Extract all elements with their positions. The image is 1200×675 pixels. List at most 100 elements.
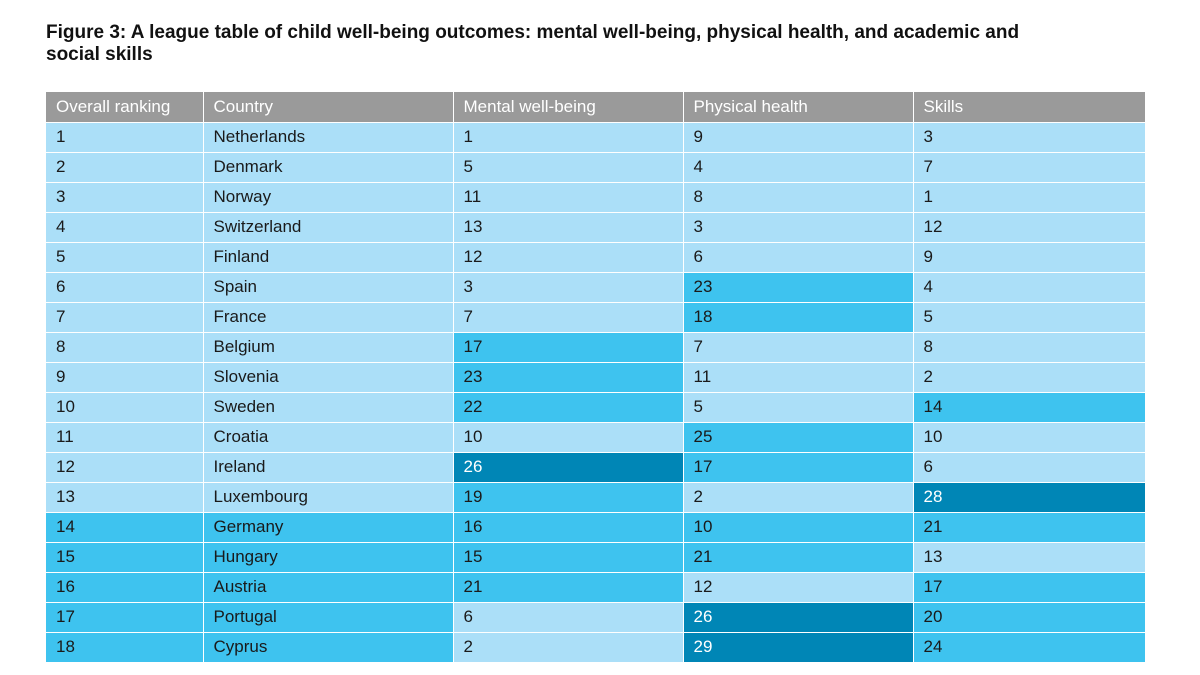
cell-mental-well-being: 17 bbox=[453, 332, 684, 363]
cell-mental-well-being: 1 bbox=[453, 122, 684, 153]
table-row: 14 Germany 16 10 21 bbox=[46, 512, 1146, 543]
figure-title: Figure 3: A league table of child well-b… bbox=[46, 22, 1020, 65]
cell-overall-ranking: 6 bbox=[46, 272, 204, 303]
cell-physical-health: 18 bbox=[683, 302, 914, 333]
cell-skills: 14 bbox=[913, 392, 1146, 423]
cell-physical-health: 2 bbox=[683, 482, 914, 513]
cell-physical-health: 21 bbox=[683, 542, 914, 573]
table-row: 12 Ireland 26 17 6 bbox=[46, 452, 1146, 483]
cell-skills: 8 bbox=[913, 332, 1146, 363]
cell-mental-well-being: 2 bbox=[453, 632, 684, 663]
cell-physical-health: 11 bbox=[683, 362, 914, 393]
cell-overall-ranking: 18 bbox=[46, 632, 204, 663]
cell-physical-health: 23 bbox=[683, 272, 914, 303]
cell-skills: 1 bbox=[913, 182, 1146, 213]
cell-mental-well-being: 7 bbox=[453, 302, 684, 333]
table-row: 7 France 7 18 5 bbox=[46, 302, 1146, 333]
cell-mental-well-being: 22 bbox=[453, 392, 684, 423]
cell-skills: 5 bbox=[913, 302, 1146, 333]
cell-skills: 24 bbox=[913, 632, 1146, 663]
league-table: Overall ranking Country Mental well-bein… bbox=[46, 92, 1146, 663]
cell-physical-health: 12 bbox=[683, 572, 914, 603]
cell-country: France bbox=[203, 302, 454, 333]
cell-country: Slovenia bbox=[203, 362, 454, 393]
cell-country: Luxembourg bbox=[203, 482, 454, 513]
cell-overall-ranking: 3 bbox=[46, 182, 204, 213]
table-row: 11 Croatia 10 25 10 bbox=[46, 422, 1146, 453]
column-header-country: Country bbox=[203, 92, 454, 123]
column-header-overall-ranking: Overall ranking bbox=[46, 92, 204, 123]
cell-overall-ranking: 11 bbox=[46, 422, 204, 453]
cell-physical-health: 25 bbox=[683, 422, 914, 453]
table-row: 18 Cyprus 2 29 24 bbox=[46, 632, 1146, 663]
table-row: 3 Norway 11 8 1 bbox=[46, 182, 1146, 213]
cell-mental-well-being: 26 bbox=[453, 452, 684, 483]
cell-country: Finland bbox=[203, 242, 454, 273]
cell-mental-well-being: 13 bbox=[453, 212, 684, 243]
cell-mental-well-being: 10 bbox=[453, 422, 684, 453]
table-row: 13 Luxembourg 19 2 28 bbox=[46, 482, 1146, 513]
cell-country: Cyprus bbox=[203, 632, 454, 663]
cell-country: Spain bbox=[203, 272, 454, 303]
cell-overall-ranking: 16 bbox=[46, 572, 204, 603]
cell-country: Ireland bbox=[203, 452, 454, 483]
table-row: 1 Netherlands 1 9 3 bbox=[46, 122, 1146, 153]
cell-skills: 3 bbox=[913, 122, 1146, 153]
cell-skills: 12 bbox=[913, 212, 1146, 243]
cell-mental-well-being: 3 bbox=[453, 272, 684, 303]
cell-overall-ranking: 1 bbox=[46, 122, 204, 153]
cell-country: Hungary bbox=[203, 542, 454, 573]
table-row: 15 Hungary 15 21 13 bbox=[46, 542, 1146, 573]
table-row: 6 Spain 3 23 4 bbox=[46, 272, 1146, 303]
header-row: Overall ranking Country Mental well-bein… bbox=[46, 92, 1146, 123]
cell-physical-health: 6 bbox=[683, 242, 914, 273]
column-header-physical-health: Physical health bbox=[683, 92, 914, 123]
cell-mental-well-being: 16 bbox=[453, 512, 684, 543]
cell-skills: 6 bbox=[913, 452, 1146, 483]
cell-skills: 4 bbox=[913, 272, 1146, 303]
column-header-mental-well-being: Mental well-being bbox=[453, 92, 684, 123]
cell-overall-ranking: 12 bbox=[46, 452, 204, 483]
cell-overall-ranking: 17 bbox=[46, 602, 204, 633]
cell-overall-ranking: 2 bbox=[46, 152, 204, 183]
table-row: 4 Switzerland 13 3 12 bbox=[46, 212, 1146, 243]
cell-overall-ranking: 15 bbox=[46, 542, 204, 573]
cell-country: Switzerland bbox=[203, 212, 454, 243]
cell-physical-health: 9 bbox=[683, 122, 914, 153]
cell-skills: 13 bbox=[913, 542, 1146, 573]
cell-skills: 28 bbox=[913, 482, 1146, 513]
table-row: 2 Denmark 5 4 7 bbox=[46, 152, 1146, 183]
table-row: 16 Austria 21 12 17 bbox=[46, 572, 1146, 603]
cell-skills: 2 bbox=[913, 362, 1146, 393]
cell-physical-health: 29 bbox=[683, 632, 914, 663]
table-row: 17 Portugal 6 26 20 bbox=[46, 602, 1146, 633]
cell-physical-health: 4 bbox=[683, 152, 914, 183]
cell-overall-ranking: 10 bbox=[46, 392, 204, 423]
cell-country: Germany bbox=[203, 512, 454, 543]
cell-skills: 21 bbox=[913, 512, 1146, 543]
cell-mental-well-being: 5 bbox=[453, 152, 684, 183]
cell-country: Sweden bbox=[203, 392, 454, 423]
cell-country: Belgium bbox=[203, 332, 454, 363]
cell-mental-well-being: 21 bbox=[453, 572, 684, 603]
cell-mental-well-being: 19 bbox=[453, 482, 684, 513]
cell-physical-health: 7 bbox=[683, 332, 914, 363]
cell-physical-health: 3 bbox=[683, 212, 914, 243]
table-body: 1 Netherlands 1 9 3 2 Denmark 5 4 7 3 Norway 11 8 1 4 Sw… bbox=[46, 122, 1146, 663]
cell-country: Netherlands bbox=[203, 122, 454, 153]
cell-overall-ranking: 7 bbox=[46, 302, 204, 333]
cell-skills: 10 bbox=[913, 422, 1146, 453]
table-row: 5 Finland 12 6 9 bbox=[46, 242, 1146, 273]
cell-overall-ranking: 4 bbox=[46, 212, 204, 243]
cell-overall-ranking: 14 bbox=[46, 512, 204, 543]
cell-country: Norway bbox=[203, 182, 454, 213]
cell-physical-health: 10 bbox=[683, 512, 914, 543]
cell-overall-ranking: 13 bbox=[46, 482, 204, 513]
cell-overall-ranking: 5 bbox=[46, 242, 204, 273]
cell-mental-well-being: 23 bbox=[453, 362, 684, 393]
cell-mental-well-being: 12 bbox=[453, 242, 684, 273]
cell-mental-well-being: 6 bbox=[453, 602, 684, 633]
column-header-skills: Skills bbox=[913, 92, 1146, 123]
cell-country: Austria bbox=[203, 572, 454, 603]
table-row: 10 Sweden 22 5 14 bbox=[46, 392, 1146, 423]
